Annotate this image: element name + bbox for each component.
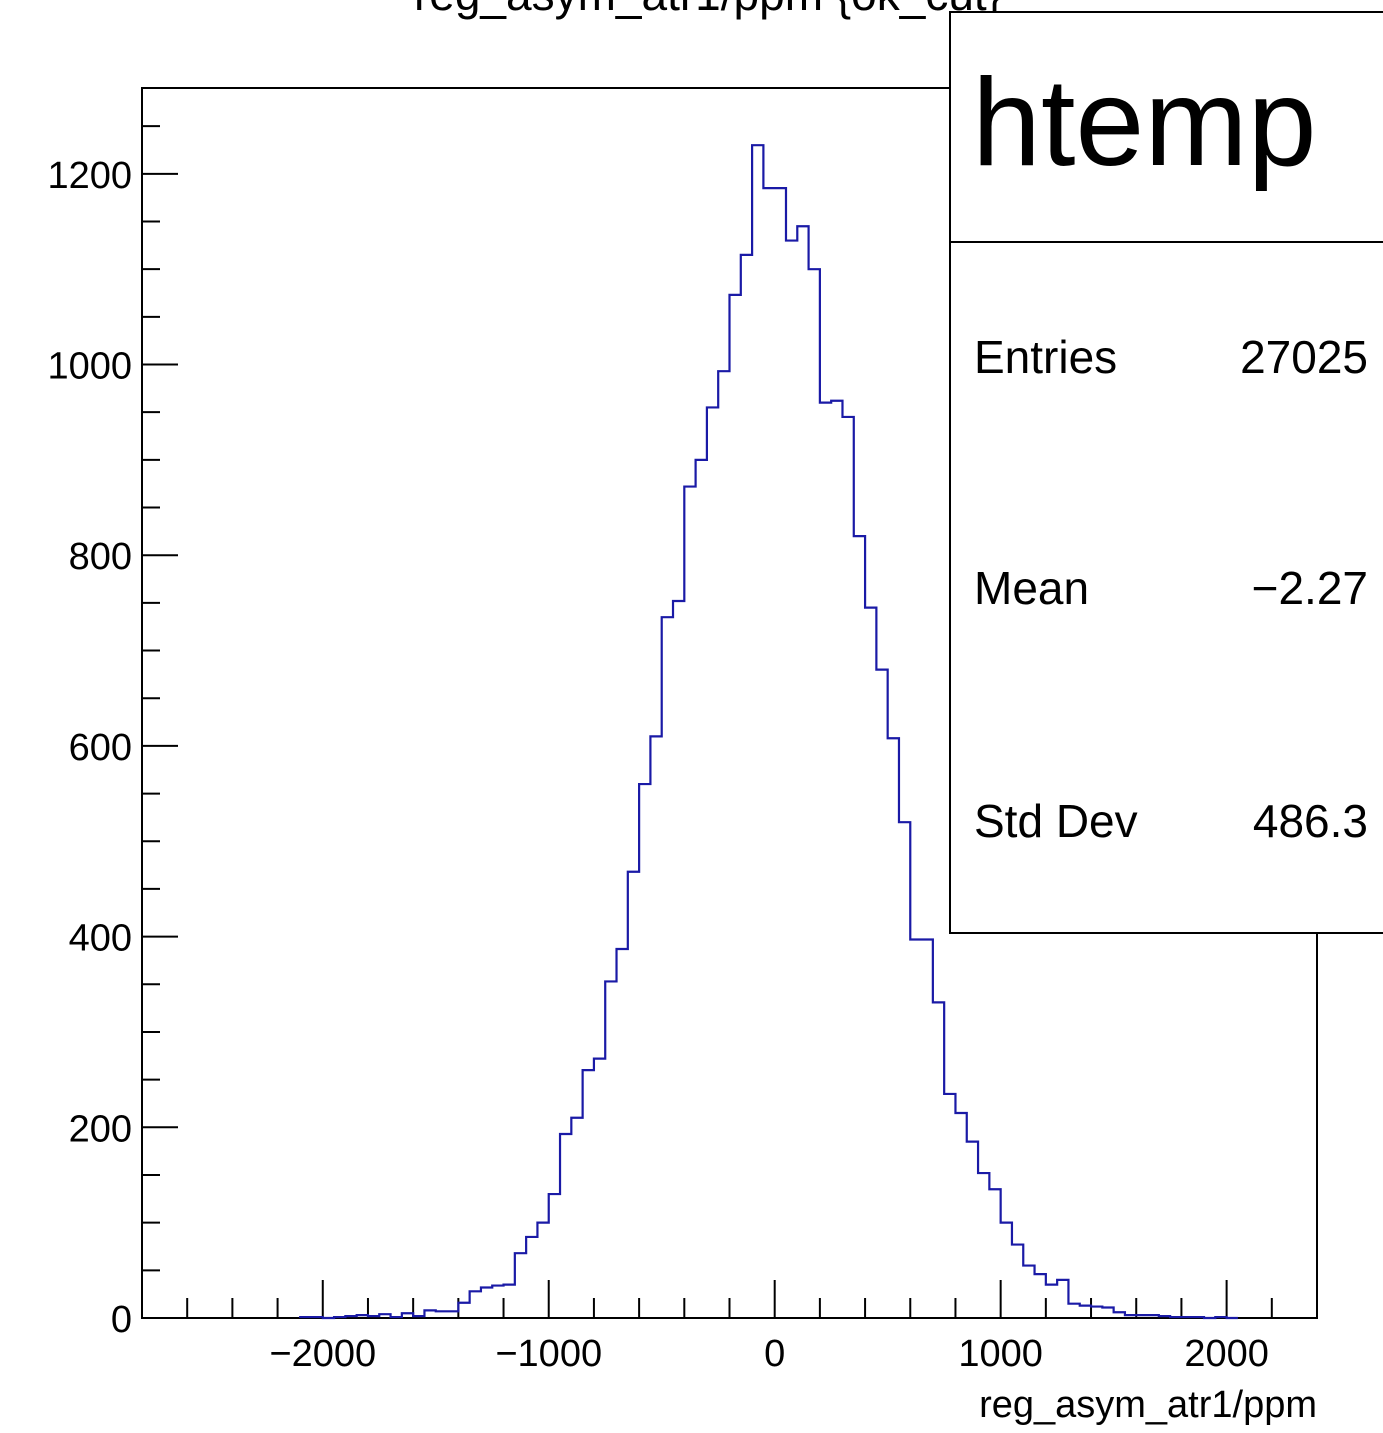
histogram-bin: [1012, 1245, 1023, 1318]
histogram-bin: [786, 241, 797, 1318]
histogram-bin: [458, 1303, 469, 1318]
histogram-bin: [820, 403, 831, 1318]
histogram-bin: [1046, 1285, 1057, 1318]
stats-name: htemp: [972, 54, 1317, 192]
histogram-bin: [1023, 1266, 1034, 1318]
x-axis: −2000 −1000 0 1000 2000: [186, 1280, 1273, 1375]
histogram-bin: [1102, 1308, 1113, 1318]
stats-box: htemp Entries 27025 Mean −2.27 Std Dev 486.3: [949, 11, 1383, 934]
histogram-bin: [741, 255, 752, 1318]
histogram-bin: [775, 188, 786, 1318]
stats-label: Std Dev: [974, 795, 1138, 847]
histogram-bin: [594, 1059, 605, 1318]
y-tick-label: 1200: [47, 155, 132, 197]
histogram-bin: [526, 1237, 537, 1318]
histogram-bin: [933, 1002, 944, 1318]
histogram-bin: [978, 1173, 989, 1318]
histogram-bin: [752, 145, 763, 1318]
histogram-bin: [967, 1142, 978, 1318]
x-tick-label: −1000: [495, 1333, 602, 1375]
histogram-bin: [560, 1134, 571, 1318]
histogram-bin: [662, 617, 673, 1318]
histogram-bin: [797, 226, 808, 1318]
histogram-bin: [922, 939, 933, 1318]
histogram-bin: [424, 1310, 435, 1318]
histogram-bin: [955, 1113, 966, 1318]
histogram-bin: [831, 401, 842, 1318]
histogram-bin: [1080, 1306, 1091, 1318]
histogram-bin: [650, 736, 661, 1318]
histogram-bin: [684, 487, 695, 1318]
y-tick-label: 400: [69, 918, 132, 960]
histogram-bin: [888, 738, 899, 1318]
stats-value: −2.27: [1252, 562, 1368, 614]
stats-label: Mean: [974, 562, 1089, 614]
histogram-bin: [854, 536, 865, 1318]
stats-box-frame: [949, 11, 1383, 934]
histogram-bin: [809, 269, 820, 1318]
histogram-bin: [617, 949, 628, 1318]
histogram-bin: [515, 1253, 526, 1318]
histogram-bin: [696, 460, 707, 1318]
stats-label: Entries: [974, 331, 1117, 383]
histogram-outline: [299, 144, 1238, 1320]
stats-value: 486.3: [1253, 795, 1368, 847]
histogram-bin: [730, 295, 741, 1318]
histogram-bin: [583, 1070, 594, 1318]
histogram-bin: [707, 407, 718, 1318]
histogram-bin: [1091, 1307, 1102, 1318]
histogram-bin: [470, 1291, 481, 1318]
histogram-bin: [1057, 1280, 1068, 1318]
histogram-bin: [1068, 1304, 1079, 1318]
y-tick-label: 0: [111, 1299, 132, 1341]
histogram-bin: [1001, 1223, 1012, 1318]
chart-title: reg_asym_atr1/ppm {ok_cut}: [414, 0, 1002, 20]
histogram-bin: [899, 822, 910, 1318]
histogram-bin: [944, 1094, 955, 1318]
histogram-bin: [549, 1194, 560, 1318]
histogram-bin: [763, 188, 774, 1318]
histogram-bin: [492, 1286, 503, 1318]
histogram-bin: [865, 608, 876, 1318]
histogram-bin: [639, 784, 650, 1318]
y-tick-label: 1000: [47, 346, 132, 388]
stats-value: 27025: [1240, 331, 1368, 383]
x-tick-label: 1000: [958, 1333, 1043, 1375]
x-tick-label: 0: [764, 1333, 785, 1375]
stats-rows: Entries 27025 Mean −2.27 Std Dev 486.3: [974, 331, 1368, 847]
histogram-bin: [718, 371, 729, 1318]
x-tick-label: 2000: [1184, 1333, 1269, 1375]
y-axis: 0 200 400 600 800 1000 1200: [47, 125, 178, 1341]
y-tick-label: 200: [69, 1108, 132, 1150]
histogram-bin: [628, 872, 639, 1318]
histogram-bin: [571, 1118, 582, 1318]
histogram-bin: [504, 1285, 515, 1318]
histogram-bin: [537, 1223, 548, 1318]
histogram-bin: [1035, 1274, 1046, 1318]
histogram-bin: [481, 1287, 492, 1318]
histogram-bin: [842, 417, 853, 1318]
x-axis-label: reg_asym_atr1/ppm: [979, 1384, 1317, 1426]
y-tick-label: 800: [69, 536, 132, 578]
x-tick-label: −2000: [269, 1333, 376, 1375]
y-tick-label: 600: [69, 727, 132, 769]
histogram-bin: [910, 939, 921, 1318]
histogram-bin: [673, 601, 684, 1318]
histogram-bin: [605, 981, 616, 1318]
histogram-bin: [876, 670, 887, 1318]
histogram-bin: [989, 1189, 1000, 1318]
